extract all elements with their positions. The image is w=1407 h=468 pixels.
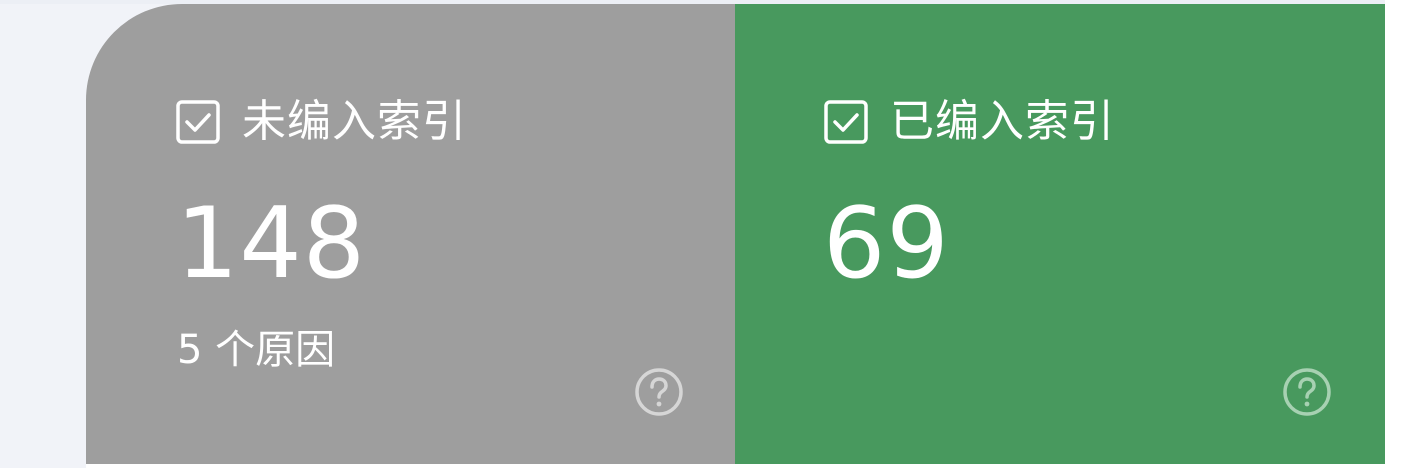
right-gutter	[1385, 0, 1407, 468]
index-status-summary: 未编入索引 148 5 个原因 已编入索引 69	[86, 4, 1385, 464]
card-not-indexed[interactable]: 未编入索引 148 5 个原因	[86, 4, 735, 464]
card-bottom-edge	[86, 464, 1385, 468]
help-circle-icon[interactable]	[1281, 366, 1333, 418]
not-indexed-count: 148	[176, 187, 367, 301]
not-indexed-toggle[interactable]: 未编入索引	[174, 96, 467, 148]
indexed-toggle[interactable]: 已编入索引	[822, 96, 1115, 148]
card-label: 未编入索引	[242, 96, 467, 147]
help-circle-icon[interactable]	[633, 366, 685, 418]
checkbox-checked-icon[interactable]	[174, 98, 222, 146]
page-background	[0, 0, 1407, 4]
card-label: 已编入索引	[890, 96, 1115, 147]
checkbox-checked-icon[interactable]	[822, 98, 870, 146]
card-indexed[interactable]: 已编入索引 69	[735, 4, 1385, 464]
reasons-count[interactable]: 5 个原因	[177, 327, 336, 373]
indexed-count: 69	[823, 187, 950, 301]
